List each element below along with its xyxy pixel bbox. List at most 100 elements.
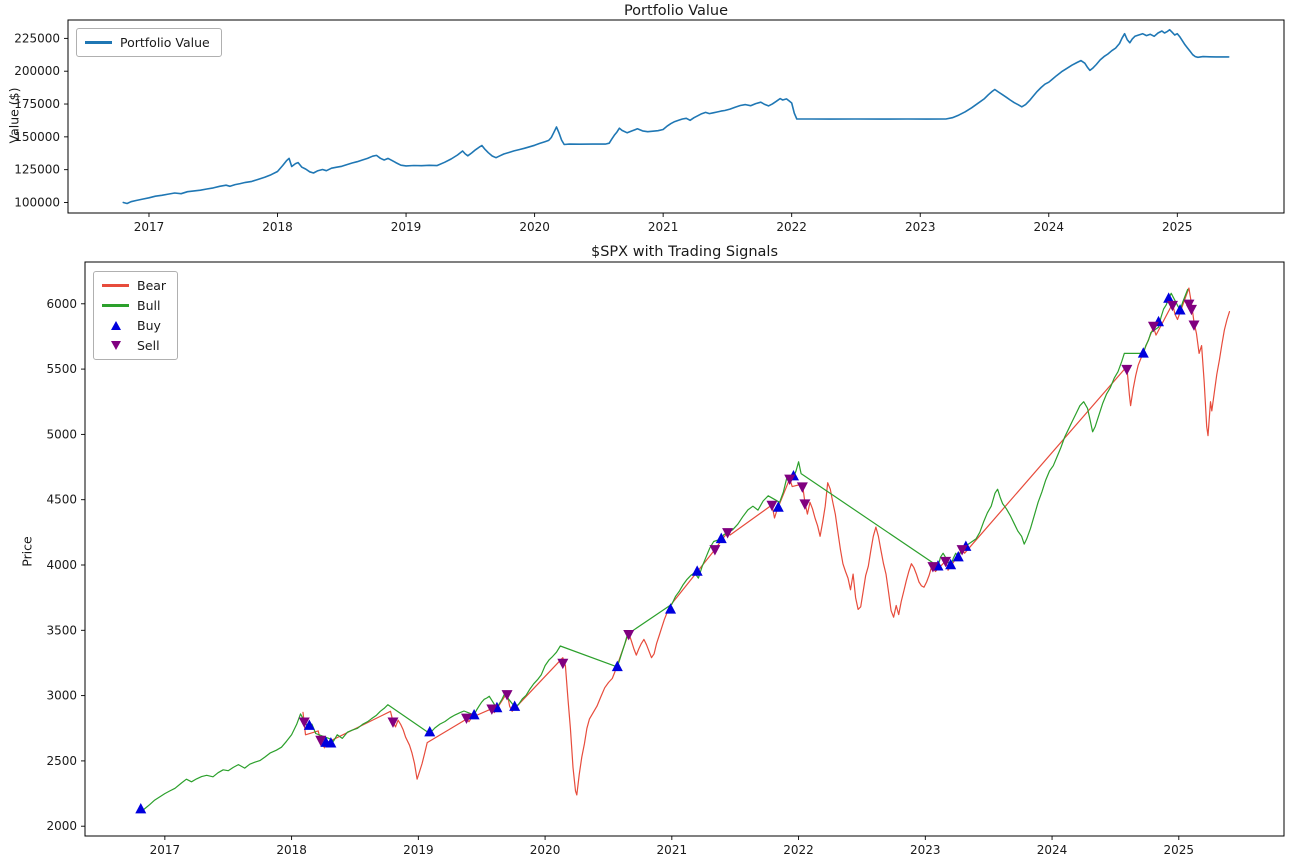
legend-item-bull: Bull: [102, 298, 166, 313]
sell-marker: [387, 717, 399, 728]
legend-swatch: [102, 341, 129, 350]
portfolio-plot-area: 2017 2018 2019 2020 2021 2022 2023 2024 2025 1000…: [14, 19, 1285, 234]
portfolio-chart-title: Portfolio Value: [623, 3, 729, 19]
portfolio-y-axis-label: Value ($): [6, 87, 22, 144]
y-tick-label: 225000: [14, 31, 60, 45]
sell-marker: [940, 556, 952, 568]
sell-marker: [784, 474, 796, 486]
y-tick-label: 6000: [46, 297, 77, 311]
buy-marker: [611, 660, 623, 672]
buy-marker: [1163, 292, 1175, 303]
sell-marker: [623, 630, 635, 641]
y-tick-label: 100000: [14, 195, 60, 209]
legend-swatch: [102, 284, 129, 287]
sell-marker: [486, 704, 498, 715]
spx-legend: Bear Bull Buy Sell: [93, 271, 179, 360]
x-tick-label: 2024: [1033, 220, 1064, 234]
sell-marker: [1166, 300, 1178, 312]
buy-marker: [772, 501, 784, 512]
buy-marker-icon: [110, 321, 121, 330]
sell-marker-icon: [110, 341, 121, 350]
portfolio-line-swatch: [85, 41, 112, 44]
buy-marker: [468, 708, 480, 720]
legend-label-buy: Buy: [137, 318, 161, 333]
x-tick-label: 2018: [262, 220, 293, 234]
y-tick-label: 125000: [14, 163, 60, 177]
buy-marker: [325, 737, 337, 748]
buy-marker: [303, 719, 315, 730]
sell-marker: [501, 690, 513, 701]
legend-label-sell: Sell: [137, 338, 160, 353]
sell-marker: [1147, 321, 1159, 333]
buy-marker: [1174, 304, 1186, 315]
y-tick-label: 4000: [46, 558, 77, 572]
legend-item-sell: Sell: [102, 338, 166, 353]
legend-item-buy: Buy: [102, 318, 166, 333]
buy-marker: [945, 558, 957, 570]
x-tick-label: 2019: [391, 220, 422, 234]
x-tick-label: 2021: [657, 843, 688, 857]
y-tick-label: 5000: [46, 427, 77, 441]
x-tick-label: 2019: [403, 843, 434, 857]
sell-marker: [1121, 364, 1133, 376]
x-tick-label: 2025: [1164, 843, 1195, 857]
buy-marker: [491, 701, 503, 713]
plot-border: [67, 19, 1285, 214]
bull-line-swatch: [102, 304, 129, 307]
x-tick-label: 2021: [648, 220, 679, 234]
y-tick-label: 3500: [46, 623, 77, 637]
spx-plot-area: 2017 2018 2019 2020 2021 2022 2023 2024 2025 2000…: [46, 261, 1285, 857]
x-tick-label: 2020: [530, 843, 561, 857]
sell-marker: [461, 713, 472, 725]
x-tick-label: 2024: [1037, 843, 1068, 857]
buy-marker: [788, 469, 799, 481]
buy-marker: [952, 550, 964, 562]
x-tick-label: 2020: [519, 220, 550, 234]
legend-item-bear: Bear: [102, 278, 166, 293]
x-tick-label: 2017: [150, 843, 181, 857]
x-tick-label: 2023: [910, 843, 941, 857]
sell-marker: [956, 545, 968, 556]
legend-swatch: [102, 321, 129, 330]
buy-marker: [932, 560, 944, 571]
buy-marker: [715, 532, 727, 544]
x-tick-label: 2017: [134, 220, 165, 234]
x-tick-label: 2022: [776, 220, 807, 234]
plot-border: [84, 261, 1285, 837]
bear-line: [302, 287, 1231, 796]
x-tick-label: 2018: [276, 843, 307, 857]
buy-marker: [320, 736, 332, 747]
buy-marker: [424, 725, 436, 737]
spx-y-axis-label: Price: [19, 536, 35, 567]
buy-marker: [960, 540, 972, 551]
spx-chart-title: $SPX with Trading Signals: [591, 244, 778, 260]
sell-marker: [766, 500, 778, 512]
buy-marker: [665, 603, 677, 614]
y-tick-label: 200000: [14, 64, 60, 78]
buy-marker: [135, 803, 147, 814]
buy-marker: [509, 700, 521, 711]
legend-swatch: [102, 304, 129, 307]
sell-marker: [709, 545, 721, 556]
y-tick-label: 3000: [46, 689, 77, 703]
bull-line: [138, 288, 1189, 811]
x-tick-label: 2022: [783, 843, 814, 857]
legend-label-portfolio-value: Portfolio Value: [120, 35, 210, 50]
sell-marker: [799, 499, 811, 510]
sell-marker: [1185, 304, 1197, 316]
y-tick-label: 150000: [14, 130, 60, 144]
sell-marker: [557, 658, 569, 670]
y-tick-label: 2000: [46, 819, 77, 833]
x-tick-label: 2023: [905, 220, 936, 234]
sell-marker: [1183, 299, 1195, 310]
legend-label-bull: Bull: [137, 298, 161, 313]
bear-line-swatch: [102, 284, 129, 287]
sell-marker: [1188, 320, 1200, 331]
sell-marker: [722, 528, 734, 539]
legend-item-portfolio-value: Portfolio Value: [85, 35, 210, 50]
buy-marker: [1153, 315, 1165, 327]
y-tick-label: 175000: [14, 97, 60, 111]
